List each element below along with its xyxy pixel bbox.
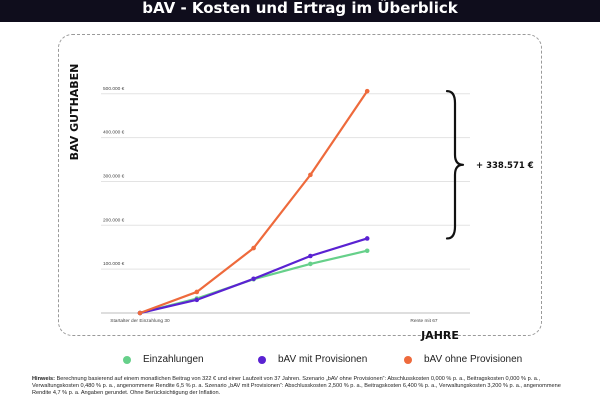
- data-point: [194, 289, 200, 295]
- footnote-text: Berechnung basierend auf einem monatlich…: [32, 376, 561, 397]
- data-point: [308, 261, 313, 267]
- data-point: [364, 88, 370, 94]
- x-axis-label: JAHRE: [420, 329, 459, 342]
- footnote-lead: Hinweis:: [32, 376, 56, 382]
- data-point: [308, 172, 313, 178]
- legend-item-bav-mit-provisionen: bAV mit Provisionen: [258, 354, 367, 365]
- grid-lines: [101, 93, 470, 314]
- data-point: [364, 236, 370, 241]
- page-title: bAV - Kosten und Ertrag im Überblick: [0, 0, 600, 22]
- footnote: Hinweis: Berechnung basierend auf einem …: [32, 376, 577, 398]
- x-tick-label: Rente mit 67: [410, 318, 438, 324]
- data-point: [308, 253, 313, 259]
- x-tick-label: Startalter der Einzahlung 30: [110, 318, 170, 324]
- chart-frame: [58, 34, 542, 336]
- legend-label: Einzahlungen: [143, 354, 204, 365]
- y-axis-label: BAV GUTHABEN: [68, 64, 81, 161]
- legend-label: bAV ohne Provisionen: [424, 354, 523, 365]
- data-point: [194, 297, 200, 303]
- y-tick-label: 500.000 €: [103, 86, 125, 92]
- series-points: [137, 88, 370, 316]
- difference-brace: [445, 90, 465, 240]
- y-tick-label: 200.000 €: [103, 217, 125, 223]
- data-point: [251, 276, 256, 282]
- difference-annotation: + 338.571 €: [476, 161, 534, 171]
- legend: Einzahlungen bAV mit Provisionen bAV ohn…: [0, 354, 600, 370]
- legend-label: bAV mit Provisionen: [278, 354, 368, 365]
- legend-item-bav-ohne-provisionen: bAV ohne Provisionen: [404, 354, 522, 365]
- x-tick-labels: Startalter der Einzahlung 30 Rente mit 67: [110, 318, 438, 324]
- data-point: [251, 245, 256, 251]
- y-tick-label: 300.000 €: [103, 173, 125, 179]
- legend-item-einzahlungen: Einzahlungen: [123, 354, 204, 365]
- legend-dot: [123, 355, 131, 364]
- y-tick-label: 400.000 €: [103, 130, 125, 136]
- data-point: [137, 310, 143, 316]
- legend-dot: [258, 355, 266, 364]
- y-tick-label: 100.000 €: [103, 261, 125, 267]
- legend-dot: [404, 355, 412, 364]
- y-tick-labels: 100.000 € 200.000 € 300.000 € 400.000 € 500.…: [103, 86, 125, 267]
- data-point: [364, 248, 370, 254]
- series-line-0: [139, 249, 368, 315]
